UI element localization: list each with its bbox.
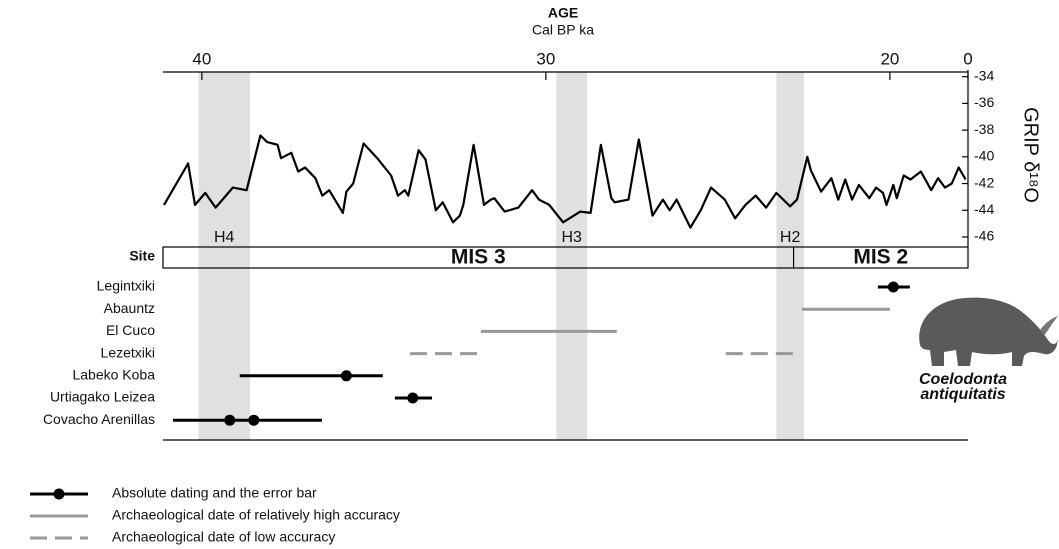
site-name: Labeko Koba — [72, 367, 155, 383]
y-tick-label: -36 — [974, 94, 994, 110]
bands — [198, 72, 804, 440]
rhino — [919, 297, 1058, 366]
y-tick-label: -42 — [974, 174, 994, 190]
x-tick-label: 30 — [536, 49, 555, 68]
x-tick-label: 40 — [192, 49, 211, 68]
absolute-date — [340, 370, 352, 382]
x-subtitle: Cal BP ka — [532, 22, 594, 38]
event-band — [776, 72, 804, 440]
y-tick-label: -40 — [974, 148, 994, 164]
site-name: Covacho Arenillas — [43, 411, 155, 427]
event-label: H4 — [214, 229, 235, 246]
x-tick-label: 0 — [963, 49, 972, 68]
legend-label: Absolute dating and the error bar — [112, 485, 317, 501]
mis-label: MIS 2 — [853, 246, 908, 269]
grip-curve — [163, 134, 967, 229]
event-band — [556, 72, 588, 440]
absolute-date — [407, 392, 419, 404]
x-title: AGE — [548, 5, 578, 21]
species-name: Coelodonta — [919, 371, 1007, 388]
event-label: H3 — [561, 229, 582, 246]
y-tick-label: -44 — [974, 201, 994, 217]
site-name: El Cuco — [106, 322, 155, 338]
absolute-date — [248, 414, 260, 426]
absolute-date — [887, 281, 899, 293]
site-name: Abauntz — [104, 300, 155, 316]
species-name: antiquitatis — [920, 386, 1005, 403]
y-tick-label: -46 — [974, 228, 994, 244]
mis-label: MIS 3 — [451, 246, 506, 269]
event-label: H2 — [780, 229, 801, 246]
y-tick-label: -34 — [974, 67, 994, 83]
mis-box — [162, 246, 969, 269]
legend-label: Archaeological date of relatively high a… — [112, 507, 400, 523]
site-name: Legintxiki — [97, 278, 155, 294]
y-title: GRIP δ¹⁸O — [1020, 107, 1042, 203]
site-name: Urtiagako Leizea — [50, 389, 155, 405]
x-tick-label: 20 — [880, 49, 899, 68]
y-tick-label: -38 — [974, 121, 994, 137]
event-band — [198, 72, 251, 440]
legend-label: Archaeological date of low accuracy — [112, 529, 335, 545]
site-name: Lezetxiki — [101, 344, 155, 360]
site-header: Site — [129, 248, 155, 264]
legend-swatch — [53, 488, 65, 500]
absolute-date — [224, 414, 236, 426]
